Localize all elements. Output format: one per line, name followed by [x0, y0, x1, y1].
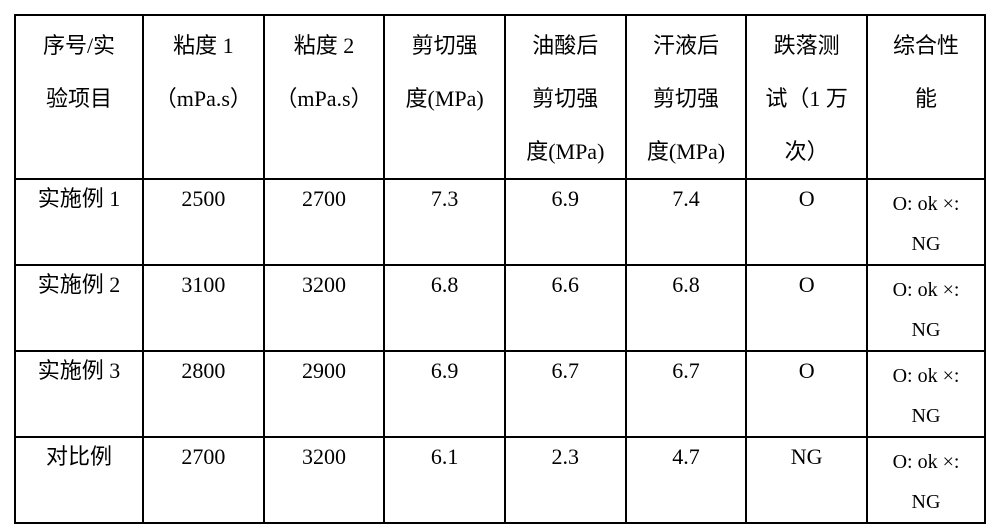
cell-label: 实施例 1 [15, 179, 143, 265]
cell-v2: 2700 [264, 179, 385, 265]
header-row: 序号/实 验项目 粘度 1 （mPa.s） 粘度 2 （mPa.s） 剪切强 度… [15, 15, 985, 179]
hdr-2: 粘度 2 （mPa.s） [264, 15, 385, 179]
cell-v1: 3100 [143, 265, 264, 351]
table-row: 实施例 2 3100 3200 6.8 6.6 6.8 O O: ok ×: N… [15, 265, 985, 351]
cell-v6: O [746, 179, 867, 265]
hdr-7: 综合性 能 [867, 15, 985, 179]
hdr-4: 油酸后 剪切强 度(MPa) [505, 15, 626, 179]
cell-v7: O: ok ×: NG [867, 351, 985, 437]
hdr-3: 剪切强 度(MPa) [384, 15, 505, 179]
cell-v6: O [746, 351, 867, 437]
hdr-1: 粘度 1 （mPa.s） [143, 15, 264, 179]
cell-v2: 2900 [264, 351, 385, 437]
cell-v6: O [746, 265, 867, 351]
cell-v5: 6.7 [626, 351, 747, 437]
cell-v1: 2800 [143, 351, 264, 437]
cell-v5: 7.4 [626, 179, 747, 265]
cell-v4: 2.3 [505, 437, 626, 523]
cell-v2: 3200 [264, 437, 385, 523]
table-row: 实施例 3 2800 2900 6.9 6.7 6.7 O O: ok ×: N… [15, 351, 985, 437]
cell-label: 对比例 [15, 437, 143, 523]
hdr-0: 序号/实 验项目 [15, 15, 143, 179]
cell-v3: 6.8 [384, 265, 505, 351]
table-body: 实施例 1 2500 2700 7.3 6.9 7.4 O O: ok ×: N… [15, 179, 985, 523]
table-row: 对比例 2700 3200 6.1 2.3 4.7 NG O: ok ×: NG [15, 437, 985, 523]
cell-v3: 7.3 [384, 179, 505, 265]
hdr-5: 汗液后 剪切强 度(MPa) [626, 15, 747, 179]
cell-v1: 2500 [143, 179, 264, 265]
cell-v5: 4.7 [626, 437, 747, 523]
table-row: 实施例 1 2500 2700 7.3 6.9 7.4 O O: ok ×: N… [15, 179, 985, 265]
cell-v7: O: ok ×: NG [867, 437, 985, 523]
cell-v4: 6.6 [505, 265, 626, 351]
cell-v1: 2700 [143, 437, 264, 523]
cell-v7: O: ok ×: NG [867, 179, 985, 265]
cell-v2: 3200 [264, 265, 385, 351]
cell-v3: 6.1 [384, 437, 505, 523]
cell-label: 实施例 3 [15, 351, 143, 437]
cell-v3: 6.9 [384, 351, 505, 437]
cell-label: 实施例 2 [15, 265, 143, 351]
cell-v4: 6.9 [505, 179, 626, 265]
cell-v6: NG [746, 437, 867, 523]
cell-v4: 6.7 [505, 351, 626, 437]
data-table: 序号/实 验项目 粘度 1 （mPa.s） 粘度 2 （mPa.s） 剪切强 度… [14, 14, 986, 524]
cell-v5: 6.8 [626, 265, 747, 351]
cell-v7: O: ok ×: NG [867, 265, 985, 351]
hdr-6: 跌落测 试（1 万 次） [746, 15, 867, 179]
